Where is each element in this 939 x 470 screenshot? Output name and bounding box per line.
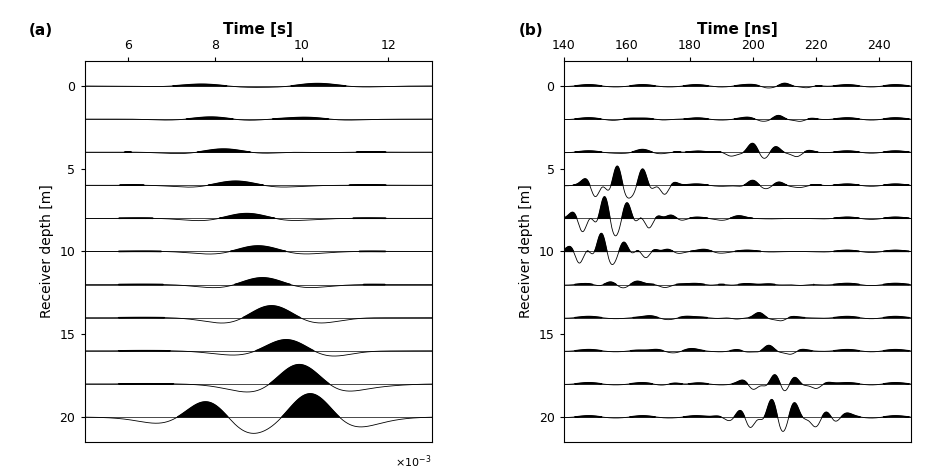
Y-axis label: Receiver depth [m]: Receiver depth [m] (40, 185, 54, 318)
Text: $\times 10^{-3}$: $\times 10^{-3}$ (395, 453, 432, 470)
Text: (b): (b) (518, 23, 543, 38)
X-axis label: Time [s]: Time [s] (223, 22, 293, 37)
Text: (a): (a) (29, 23, 54, 38)
Y-axis label: Receiver depth [m]: Receiver depth [m] (519, 185, 533, 318)
X-axis label: Time [ns]: Time [ns] (697, 22, 777, 37)
